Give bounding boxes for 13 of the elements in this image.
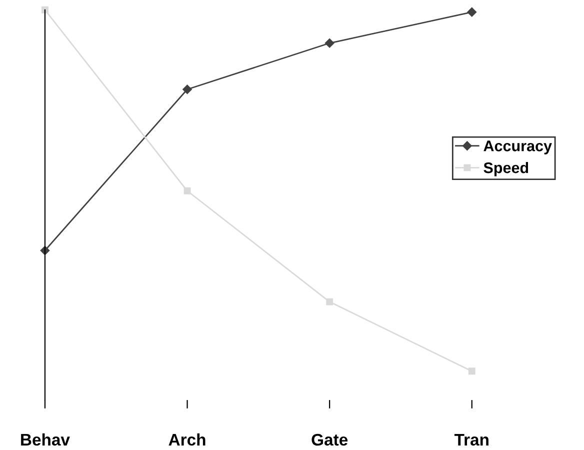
point xyxy=(467,7,476,17)
x-tick-label: Arch xyxy=(168,433,206,446)
point xyxy=(326,298,334,306)
point xyxy=(324,38,334,48)
legend-label: Speed xyxy=(484,162,528,176)
x-tick-label: Gate xyxy=(312,434,348,446)
point xyxy=(182,84,192,94)
legend-label: Accuracy xyxy=(484,140,552,154)
point xyxy=(41,6,48,14)
x-tick-label: Behav xyxy=(21,433,70,446)
point xyxy=(468,368,476,375)
x-tick-label: Tran xyxy=(454,434,488,446)
point xyxy=(184,187,191,194)
